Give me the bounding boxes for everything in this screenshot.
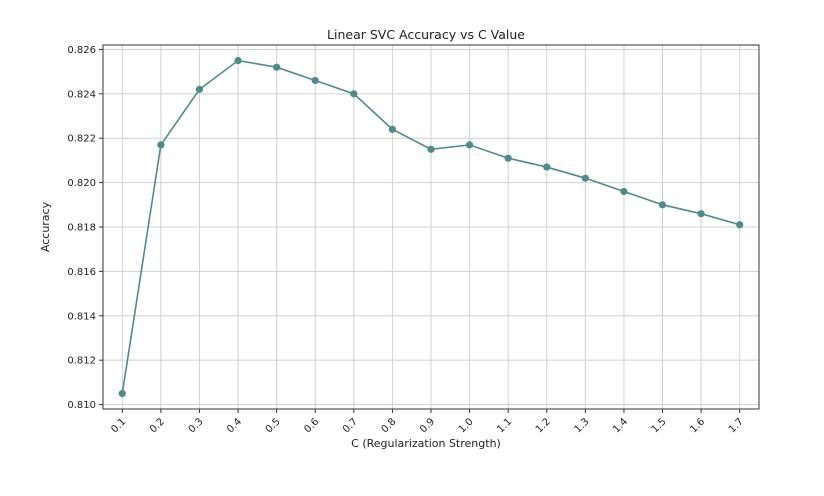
x-tick-label: 1.5 (650, 416, 669, 435)
grid (103, 45, 759, 409)
data-point (118, 389, 126, 398)
data-point (195, 85, 204, 93)
data-point (388, 125, 397, 133)
x-axis-label: C (Regularization Strength) (351, 437, 501, 450)
x-tick-label: 1.4 (611, 416, 630, 435)
data-point (697, 210, 705, 218)
x-axis: 0.1 0.2 0.3 0.4 0.5 0.6 0.7 0.8 0.9 1.0 1.1 1.2 1.3 1… (109, 409, 746, 435)
y-tick-label: 0.818 (67, 223, 96, 234)
y-tick-label: 0.826 (67, 45, 96, 56)
y-tick-label: 0.820 (67, 178, 96, 189)
data-point (736, 221, 744, 229)
data-point (157, 141, 165, 149)
x-tick-label: 1.1 (495, 416, 514, 435)
x-tick-label: 0.6 (302, 416, 321, 435)
data-point (234, 56, 242, 65)
data-point (581, 174, 589, 182)
y-tick-label: 0.824 (67, 89, 96, 100)
x-tick-label: 1.7 (727, 416, 746, 435)
y-tick-label: 0.812 (67, 356, 96, 367)
x-tick-label: 1.2 (534, 416, 553, 435)
x-tick-label: 0.8 (380, 416, 399, 435)
series (118, 56, 744, 398)
y-tick-label: 0.816 (67, 267, 96, 278)
y-axis-label: Accuracy (39, 201, 52, 252)
y-tick-label: 0.810 (67, 400, 96, 411)
data-point (427, 145, 435, 153)
data-point (543, 163, 551, 171)
x-tick-label: 0.2 (148, 416, 167, 435)
data-point (350, 90, 358, 98)
x-tick-label: 0.9 (418, 416, 437, 435)
data-point (504, 154, 512, 162)
x-tick-label: 1.3 (572, 416, 591, 435)
y-axis: 0.810 0.812 0.814 0.816 0.818 0.820 0.822 0.824… (67, 45, 103, 411)
x-tick-label: 0.5 (264, 416, 283, 435)
y-tick-label: 0.822 (67, 134, 96, 145)
x-tick-label: 0.3 (187, 416, 206, 435)
data-point (620, 187, 628, 196)
x-tick-label: 0.4 (225, 416, 244, 435)
data-point (311, 76, 319, 85)
data-point (658, 201, 667, 209)
x-tick-label: 1.6 (688, 416, 707, 435)
x-tick-label: 0.7 (341, 416, 360, 435)
x-tick-label: 0.1 (109, 416, 128, 435)
data-point (465, 141, 474, 149)
chart-title: Linear SVC Accuracy vs C Value (327, 27, 525, 42)
x-tick-label: 1.0 (457, 416, 476, 435)
y-tick-label: 0.814 (67, 311, 96, 322)
data-point (273, 63, 281, 71)
